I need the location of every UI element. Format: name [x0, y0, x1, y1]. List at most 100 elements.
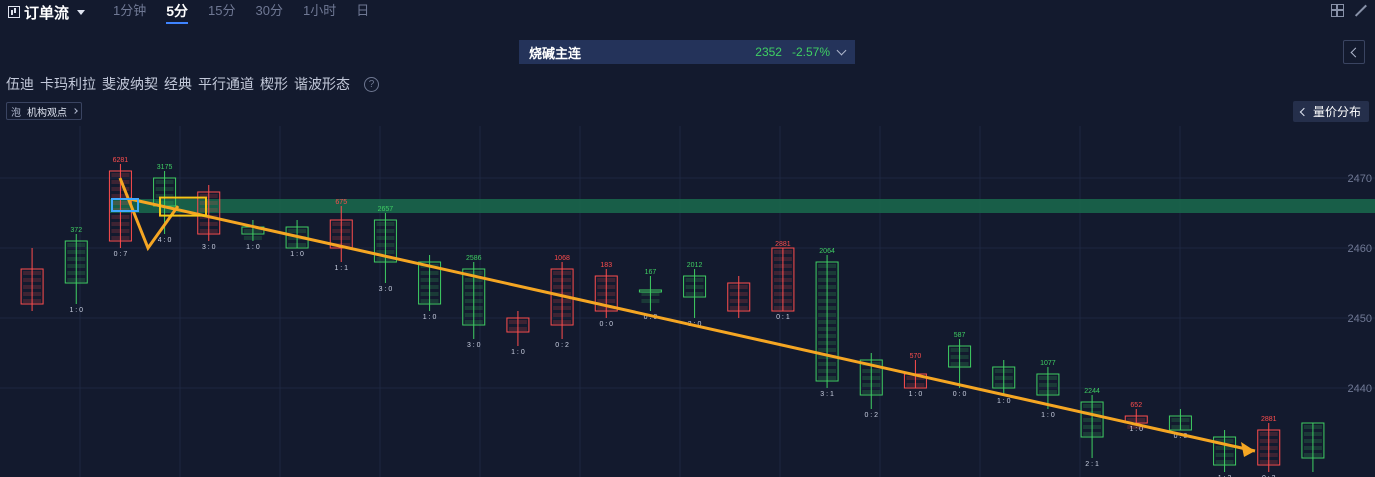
footprint-cell [1171, 418, 1190, 422]
top-bar: 订单流 1分钟 5分 15分 30分 1小时 日 [0, 0, 1375, 24]
footprint-cell [553, 313, 572, 317]
footprint-cell [111, 173, 130, 177]
candle-volume-label: 1077 [1040, 360, 1056, 367]
footprint-cell [1083, 418, 1102, 422]
footprint-cell [1038, 383, 1057, 387]
chevron-left-icon [1299, 107, 1309, 116]
candle-ratio-label: 3 : 0 [379, 286, 393, 293]
candle-volume-label: 1068 [554, 255, 570, 262]
candle-body [418, 261, 442, 305]
footprint-cell [862, 376, 881, 380]
footprint-cell [553, 320, 572, 324]
symbol-selector[interactable]: 烧碱主连 2352 -2.57% [519, 40, 855, 64]
tool-wedge[interactable]: 楔形 [260, 76, 288, 92]
tool-woodie[interactable]: 伍迪 [6, 76, 34, 92]
candle-body [948, 345, 972, 368]
volume-distribution-button[interactable]: 量价分布 [1292, 101, 1369, 122]
footprint-cell [464, 306, 483, 310]
footprint-chart[interactable]: 2470 2460 2450 2440 372 1 : 0 6281 0 : 7 3175 4 :… [0, 126, 1375, 477]
footprint-cell [685, 285, 704, 289]
footprint-cell [1259, 446, 1278, 450]
footprint-cell [597, 278, 616, 282]
footprint-cell [376, 222, 395, 226]
footprint-cell [818, 306, 837, 310]
institution-view-toggle[interactable]: 泡 机构观点 [6, 102, 82, 120]
footprint-cell [818, 376, 837, 380]
tab-5min[interactable]: 5分 [156, 0, 198, 24]
candle-ratio-label: 1 : 0 [909, 391, 923, 398]
y-tick-label: 2440 [1348, 383, 1372, 395]
candle-ratio-label: 1 : 0 [290, 251, 304, 258]
candle-ratio-label: 0 : 1 [776, 314, 790, 321]
footprint-cell [597, 299, 616, 303]
candle-volume-label: 675 [335, 199, 347, 206]
candle-ratio-label: 1 : 0 [423, 314, 437, 321]
title-dropdown[interactable]: 订单流 [8, 2, 86, 23]
footprint-cell [111, 194, 130, 198]
footprint-cell [376, 250, 395, 254]
candle-volume-label: 2064 [819, 248, 835, 255]
footprint-cell [1215, 446, 1234, 450]
footprint-cell [243, 229, 262, 233]
candle-body [638, 289, 662, 293]
footprint-cell [818, 313, 837, 317]
candle-ratio-label: 1 : 0 [511, 349, 525, 356]
footprint-cell [67, 243, 86, 247]
tab-1min[interactable]: 1分钟 [113, 3, 147, 18]
help-icon[interactable]: ? [364, 76, 379, 92]
footprint-cell [685, 278, 704, 282]
footprint-cell [1127, 418, 1146, 422]
candle-ratio-label: 1 : 3 [1218, 475, 1232, 477]
footprint-cell [1215, 460, 1234, 464]
candle-ratio-label: 0 : 2 [864, 412, 878, 419]
footprint-cell [243, 236, 262, 240]
candle-ratio-label: 1 : 1 [334, 265, 348, 272]
footprint-cell [67, 250, 86, 254]
candle-ratio-label: 2 : 1 [1085, 461, 1099, 468]
footprint-cell [818, 285, 837, 289]
candle-body [683, 275, 707, 298]
footprint-cell [818, 369, 837, 373]
symbol-name: 烧碱主连 [529, 45, 582, 61]
candle-ratio-label: 1 : 0 [997, 398, 1011, 405]
footprint-cell [67, 257, 86, 261]
y-tick-label: 2460 [1348, 243, 1372, 255]
tool-harmonic[interactable]: 谐波形态 [294, 76, 350, 92]
tool-camarilla[interactable]: 卡玛利拉 [40, 76, 96, 92]
candle-body [992, 366, 1016, 389]
tab-day[interactable]: 日 [356, 3, 370, 18]
footprint-cell [1083, 404, 1102, 408]
candle-body [506, 317, 530, 333]
footprint-cell [818, 362, 837, 366]
footprint-cell [862, 390, 881, 394]
v-pattern-arrow [118, 177, 180, 252]
tool-classic[interactable]: 经典 [164, 76, 192, 92]
footprint-cell [818, 341, 837, 345]
footprint-cell [641, 292, 660, 296]
footprint-cell [1259, 439, 1278, 443]
candle-ratio-label: 3 : 1 [820, 391, 834, 398]
tab-30min[interactable]: 30分 [255, 3, 283, 18]
footprint-cell [729, 292, 748, 296]
bubble-icon: 泡 [11, 107, 21, 119]
grid-layout-icon[interactable] [1331, 4, 1344, 17]
chevron-left-icon[interactable] [1343, 40, 1365, 64]
footprint-cell [464, 299, 483, 303]
footprint-cell [1127, 425, 1146, 429]
candle-ratio-label: 0 : 3 [1262, 475, 1276, 477]
tab-15min[interactable]: 15分 [208, 3, 236, 18]
candle-ratio-label: 0 : 2 [555, 342, 569, 349]
collapse-icon[interactable] [1354, 4, 1367, 17]
footprint-cell [464, 292, 483, 296]
tab-1hour[interactable]: 1小时 [302, 3, 337, 18]
candle-volume-label: 652 [1130, 402, 1142, 409]
candle-ratio-label: 3 : 0 [202, 244, 216, 251]
tool-parallel-channel[interactable]: 平行通道 [198, 76, 254, 92]
footprint-cell [553, 306, 572, 310]
candle-body [1036, 373, 1060, 396]
footprint-cell [906, 376, 925, 380]
footprint-cell [199, 222, 218, 226]
tool-fibonacci[interactable]: 斐波纳契 [102, 76, 158, 92]
footprint-cell [67, 278, 86, 282]
candle-ratio-label: 0 : 0 [644, 314, 658, 321]
